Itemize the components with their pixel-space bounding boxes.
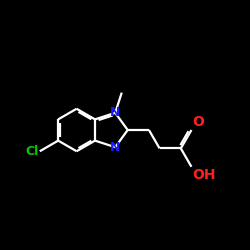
Text: N: N: [110, 141, 120, 154]
Text: N: N: [110, 106, 120, 119]
Text: Cl: Cl: [25, 145, 38, 158]
Text: O: O: [193, 115, 204, 129]
Text: OH: OH: [193, 168, 216, 182]
